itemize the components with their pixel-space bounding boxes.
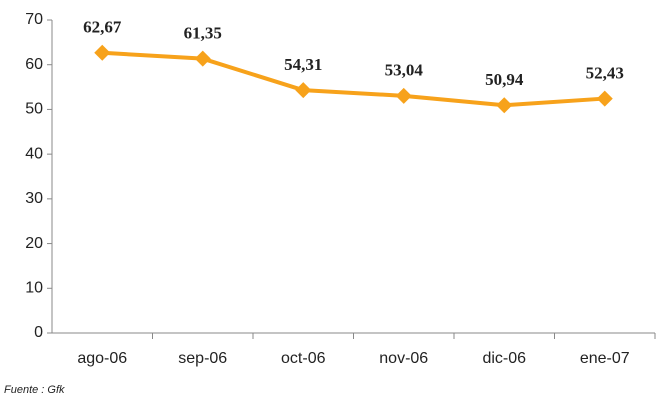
y-tick-label: 60 [25, 56, 43, 73]
source: Fuente : Gfk [4, 384, 65, 396]
x-tick-label: oct-06 [281, 350, 326, 367]
x-tick-label: ago-06 [77, 350, 127, 367]
x-tick-label: nov-06 [379, 350, 428, 367]
data-label: 50,94 [485, 70, 524, 89]
x-tick-label: sep-06 [178, 350, 227, 367]
marker [596, 90, 613, 107]
y-tick-label: 40 [25, 145, 43, 162]
x-tick-label: ene-07 [580, 350, 630, 367]
y-tick-label: 30 [25, 190, 43, 207]
line [102, 50, 605, 108]
data-label: 52,43 [586, 63, 624, 82]
y-tick-label: 20 [25, 235, 43, 252]
y-tick-label: 50 [25, 101, 43, 118]
x-tick-label: dic-06 [482, 350, 526, 367]
marker [194, 50, 211, 67]
data-label: 61,35 [184, 24, 222, 43]
data-label: 53,04 [385, 61, 424, 80]
data-label: 62,67 [83, 18, 122, 37]
y-tick-label: 70 [25, 11, 43, 28]
y-tick-label: 0 [34, 324, 43, 341]
marker [295, 82, 312, 99]
marker [496, 97, 513, 114]
data-label: 54,31 [284, 55, 322, 74]
marker [94, 44, 111, 61]
marker [395, 87, 412, 104]
y-tick-label: 10 [25, 280, 43, 297]
